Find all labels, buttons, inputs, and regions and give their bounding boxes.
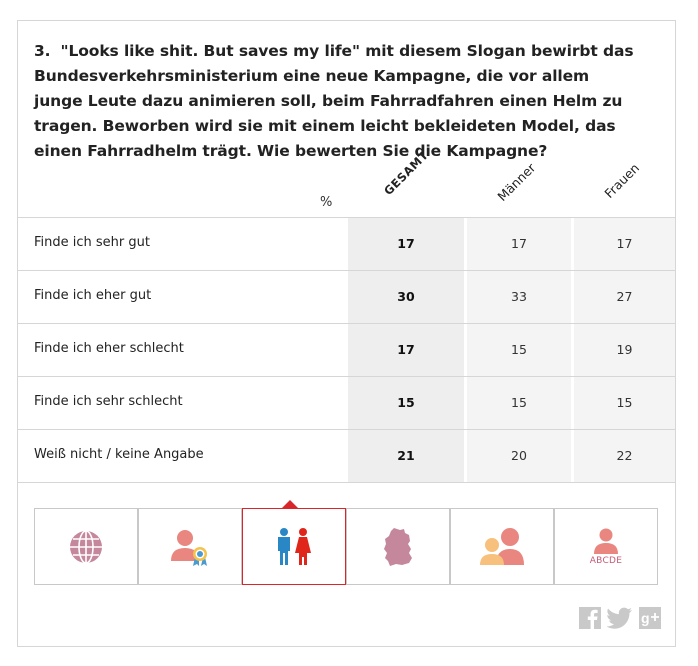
results-table: Finde ich sehr gut 17 17 17 Finde ich eh… — [18, 218, 675, 482]
cell-maenner: 20 — [467, 430, 571, 482]
google-plus-button[interactable]: g — [639, 607, 661, 629]
svg-text:g: g — [641, 610, 650, 626]
cell-gesamt: 21 — [348, 430, 464, 482]
column-header-frauen: Frauen — [601, 160, 643, 201]
table-row: Finde ich eher gut 30 33 27 — [18, 271, 675, 324]
table-row: Finde ich sehr schlecht 15 15 15 — [18, 377, 675, 430]
cell-maenner: 15 — [467, 377, 571, 429]
age-groups-icon — [480, 527, 524, 565]
column-header-maenner: Männer — [494, 160, 539, 204]
facebook-button[interactable] — [579, 607, 601, 629]
germany-map-icon — [384, 527, 412, 566]
poll-card: 3. "Looks like shit. But saves my life" m… — [17, 20, 676, 647]
twitter-button[interactable] — [607, 607, 633, 629]
table-header: % GESAMT Männer Frauen — [18, 148, 675, 218]
table-row: Finde ich sehr gut 17 17 17 — [18, 218, 675, 271]
question-body: "Looks like shit. But saves my life" mit… — [34, 42, 634, 160]
cell-maenner: 17 — [467, 218, 571, 270]
cell-frauen: 27 — [574, 271, 675, 323]
twitter-icon — [607, 607, 632, 629]
facebook-icon — [579, 607, 601, 629]
unit-label: % — [320, 195, 333, 210]
active-tab-caret — [282, 500, 298, 508]
table-row: Finde ich eher schlecht 17 15 19 — [18, 324, 675, 377]
cell-frauen: 19 — [574, 324, 675, 376]
row-label: Finde ich eher schlecht — [34, 341, 184, 356]
table-bottom-divider — [18, 482, 675, 483]
cell-gesamt: 15 — [348, 377, 464, 429]
cell-maenner: 33 — [467, 271, 571, 323]
google-plus-icon: g — [639, 607, 661, 629]
cell-frauen: 22 — [574, 430, 675, 482]
man-woman-icon — [278, 527, 311, 565]
cell-gesamt: 17 — [348, 324, 464, 376]
question-text: 3. "Looks like shit. But saves my life" m… — [34, 39, 634, 164]
row-label: Finde ich eher gut — [34, 288, 152, 303]
cell-gesamt: 30 — [348, 271, 464, 323]
person-award-icon — [171, 529, 207, 566]
cell-gesamt: 17 — [348, 218, 464, 270]
tab-age[interactable] — [450, 508, 554, 585]
tab-total[interactable] — [34, 508, 138, 585]
globe-icon — [70, 529, 102, 564]
table-row: Weiß nicht / keine Angabe 21 20 22 — [18, 430, 675, 482]
tab-profession[interactable] — [138, 508, 242, 585]
education-icon — [594, 528, 618, 554]
row-label: Weiß nicht / keine Angabe — [34, 447, 204, 462]
tab-gender[interactable] — [242, 508, 346, 585]
row-label: Finde ich sehr schlecht — [34, 394, 183, 409]
cell-frauen: 15 — [574, 377, 675, 429]
cell-maenner: 15 — [467, 324, 571, 376]
tab-education[interactable]: ABCDE — [554, 508, 658, 585]
cell-frauen: 17 — [574, 218, 675, 270]
education-caption: ABCDE — [589, 555, 623, 566]
row-label: Finde ich sehr gut — [34, 235, 150, 250]
breakdown-tabs: ABCDE — [34, 508, 661, 585]
tab-region[interactable] — [346, 508, 450, 585]
question-number: 3. — [34, 42, 51, 60]
